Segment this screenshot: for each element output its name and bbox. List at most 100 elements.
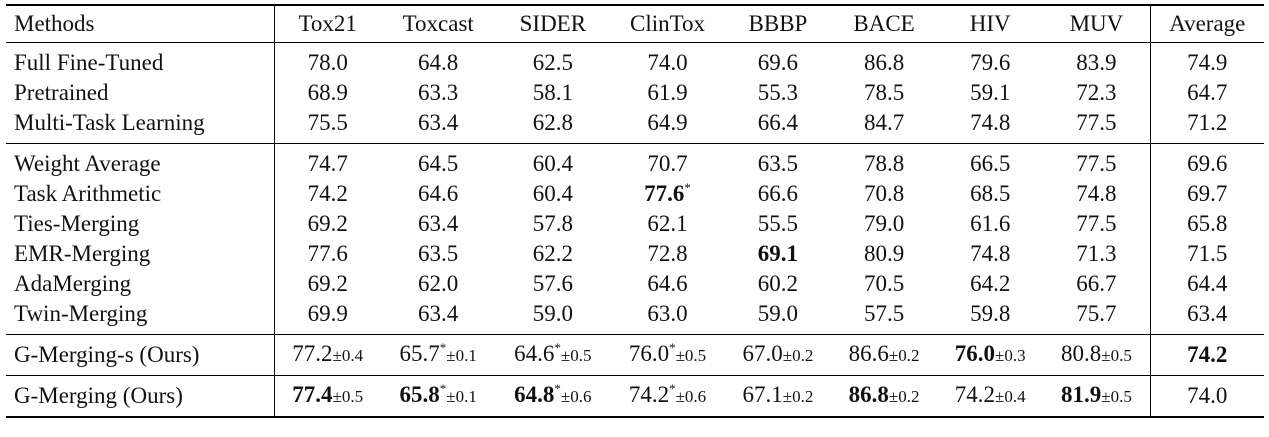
cell-value: 66.5 [970, 151, 1011, 176]
cell-value: 65.8 [1187, 211, 1228, 236]
table-cell: 77.6* [610, 179, 725, 209]
std-dev: ±0.5 [332, 387, 364, 406]
cell-value: 77.5 [1076, 211, 1117, 236]
cell-value: 80.8 [1061, 341, 1102, 366]
table-cell: 66.4 [724, 108, 831, 144]
table-cell: 62.2 [496, 239, 611, 269]
cell-value: 57.5 [863, 301, 905, 326]
table-row: EMR-Merging 77.6 63.5 62.2 72.8 69.1 80.9 74.8 7… [6, 239, 1264, 269]
table-cell: 77.4±0.5 [273, 375, 381, 418]
cell-value: 74.0 [647, 50, 688, 75]
cell-value: 74.8 [1076, 181, 1117, 206]
table-cell: 55.3 [725, 78, 831, 108]
table-cell: 63.5 [381, 239, 496, 269]
cell-value: 67.0 [742, 341, 783, 366]
cell-value: 74.9 [1187, 50, 1228, 75]
table-row: Ties-Merging 69.2 63.4 57.8 62.1 55.5 79.0 61.6… [6, 209, 1264, 239]
std-dev: ±0.2 [888, 346, 920, 365]
cell-value: 70.7 [647, 151, 688, 176]
table-cell: 63.4 [381, 209, 496, 239]
results-table: Methods Tox21 Toxcast SIDER ClinTox BBBP… [6, 4, 1264, 418]
cell-value: 69.6 [1187, 151, 1228, 176]
table-cell: 62.0 [381, 269, 496, 299]
table-cell: 63.4 [380, 299, 496, 335]
cell-value: 78.0 [307, 50, 348, 75]
std-dev: ±0.3 [995, 346, 1026, 365]
table-cell: 59.1 [937, 78, 1043, 108]
significance-mark: * [669, 340, 676, 355]
table-cell: 70.8 [831, 179, 937, 209]
table-cell: 77.2±0.4 [273, 334, 381, 376]
cell-value: 57.8 [532, 211, 573, 236]
table-cell: 63.4 [1149, 299, 1264, 335]
table-cell: 77.5 [1043, 108, 1151, 144]
std-dev: ±0.4 [995, 387, 1026, 406]
std-dev: ±0.1 [446, 346, 477, 365]
cell-value: 69.2 [307, 211, 348, 236]
cell-value: 62.0 [418, 271, 459, 296]
cell-value: 63.4 [418, 110, 459, 135]
cell-value: 68.9 [307, 80, 348, 105]
table-cell: 64.6 [610, 269, 725, 299]
cell-value: 70.5 [863, 271, 905, 296]
table-cell: 86.8 [831, 43, 937, 79]
table-cell: 83.9 [1043, 43, 1150, 79]
table-cell: 74.2 [273, 179, 381, 209]
header-clintox: ClinTox [610, 4, 725, 43]
table-cell: 78.0 [273, 42, 381, 78]
cell-value: 74.0 [1187, 383, 1228, 408]
cell-value: 60.2 [757, 271, 799, 296]
table-cell: 64.7 [1149, 78, 1264, 108]
cell-value: 69.2 [307, 271, 348, 296]
significance-mark: * [669, 381, 676, 396]
header-hiv: HIV [937, 4, 1044, 43]
table-cell: 57.5 [831, 299, 938, 335]
table-cell: 72.3 [1043, 78, 1150, 108]
cell-value: 83.9 [1076, 50, 1117, 75]
table-cell: 64.5 [381, 144, 496, 180]
cell-value: 63.4 [1187, 301, 1228, 326]
method-name: Ties-Merging [14, 211, 140, 236]
cell-value: 77.6 [307, 241, 348, 266]
std-dev: ±0.2 [888, 387, 920, 406]
table-cell: 74.8 [1043, 179, 1150, 209]
method-name: Twin-Merging [6, 299, 275, 335]
cell-value: 81.9 [1061, 382, 1102, 407]
table-cell: 64.6*±0.5 [495, 334, 611, 376]
header-toxcast: Toxcast [380, 4, 496, 43]
table-cell: 77.6 [273, 239, 381, 269]
table-cell: 79.0 [831, 209, 937, 239]
cell-value: 64.6 [514, 341, 555, 366]
header-methods: Methods [6, 4, 275, 43]
table-cell: 84.7 [831, 108, 938, 144]
table-cell: 66.6 [725, 179, 831, 209]
cell-value: 77.4 [292, 382, 333, 407]
cell-value: 64.7 [1187, 80, 1228, 105]
table-cell: 67.0±0.2 [724, 334, 831, 376]
cell-value: 64.9 [647, 110, 688, 135]
table-cell: 69.1 [725, 239, 831, 269]
table-cell: 60.2 [725, 269, 831, 299]
table-cell: 69.6 [725, 43, 831, 79]
cell-value: 72.3 [1076, 80, 1117, 105]
table-cell: 59.8 [937, 299, 1044, 335]
cell-value: 64.6 [418, 181, 459, 206]
cell-value: 57.6 [532, 271, 573, 296]
table-cell: 68.5 [937, 179, 1043, 209]
table-cell: 59.0 [495, 299, 611, 335]
method-name: EMR-Merging [14, 241, 151, 266]
table-cell: 72.8 [610, 239, 725, 269]
cell-value: 86.8 [863, 50, 905, 75]
table-cell: 69.2 [273, 269, 381, 299]
cell-value: 79.6 [970, 50, 1011, 75]
table-cell: 64.8*±0.6 [495, 375, 611, 418]
cell-value: 74.2 [628, 382, 670, 407]
table-cell: 64.2 [937, 269, 1043, 299]
cell-value: 74.8 [970, 241, 1011, 266]
cell-value: 66.7 [1076, 271, 1117, 296]
table-cell: 70.7 [610, 144, 725, 180]
table-cell: 69.9 [273, 299, 381, 335]
table-cell: 77.5 [1043, 209, 1150, 239]
cell-value: 80.9 [863, 241, 905, 266]
